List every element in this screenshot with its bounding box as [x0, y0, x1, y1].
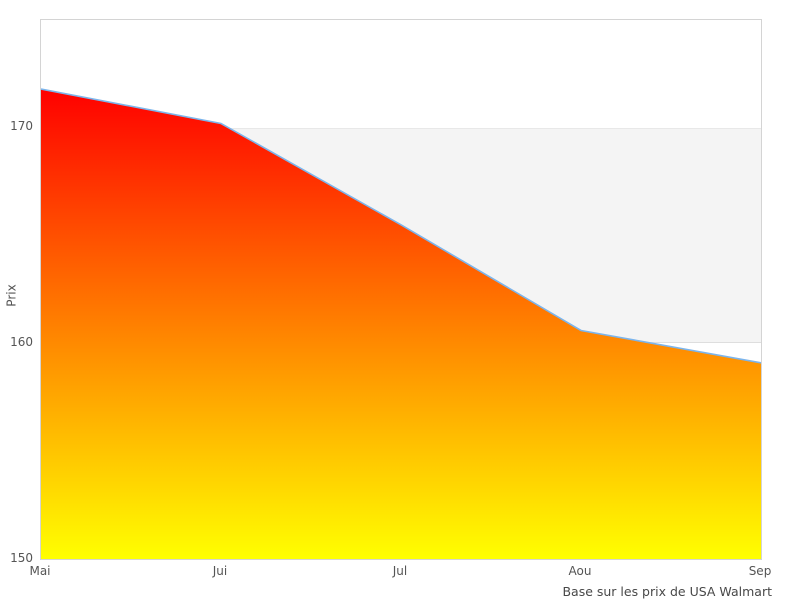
y-tick-label-160: 160 [10, 334, 33, 349]
plot-area [40, 19, 762, 560]
area-fill [41, 89, 761, 559]
chart-caption: Base sur les prix de USA Walmart [562, 584, 772, 599]
x-tick-label-sep: Sep [748, 564, 772, 578]
x-tick-label-jui: Jui [212, 564, 228, 578]
y-axis-title: Prix [4, 284, 19, 307]
x-tick-label-aou: Aou [568, 564, 592, 578]
y-tick-label-170: 170 [10, 119, 33, 134]
area-series-svg [41, 88, 761, 559]
price-line [41, 88, 761, 364]
x-tick-label-jul: Jul [392, 564, 408, 578]
x-tick-label-mai: Mai [29, 564, 51, 578]
y-tick-label-150: 150 [10, 550, 33, 565]
